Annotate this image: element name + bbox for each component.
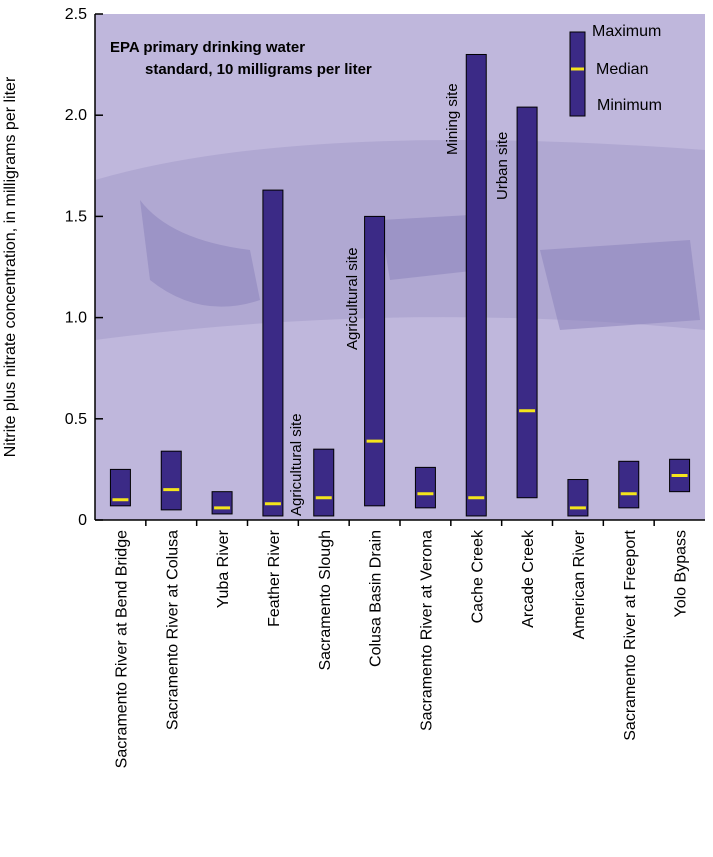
y-tick-label: 0.5 xyxy=(65,411,87,428)
x-tick-label: Feather River xyxy=(266,529,283,627)
x-tick-label: American River xyxy=(571,529,588,639)
y-tick-label: 2.0 xyxy=(65,107,87,124)
y-axis-label: Nitrite plus nitrate concentration, in m… xyxy=(2,76,19,457)
range-bar xyxy=(465,53,487,517)
annotation: Urban site xyxy=(494,132,511,200)
legend-swatch xyxy=(569,31,586,117)
x-tick-label: Sacramento River at Bend Bridge xyxy=(113,530,130,768)
range-bar xyxy=(516,106,538,499)
legend-label: Maximum xyxy=(592,23,661,40)
range-bar xyxy=(211,491,233,515)
y-tick-label: 2.5 xyxy=(65,6,87,23)
range-bar xyxy=(262,189,284,517)
x-tick-label: Sacramento River at Verona xyxy=(418,530,435,731)
annotation: Mining site xyxy=(444,83,461,155)
annotation: Agricultural site xyxy=(288,413,305,516)
annotation: Agricultural site xyxy=(344,247,361,350)
x-tick-label: Sacramento River at Freeport xyxy=(622,529,639,740)
x-tick-label: Yuba River xyxy=(215,529,232,608)
note: EPA primary drinking water xyxy=(110,39,305,56)
x-tick-label: Sacramento Slough xyxy=(317,530,334,671)
x-tick-label: Cache Creek xyxy=(469,529,486,623)
range-bar xyxy=(414,466,436,509)
range-bar xyxy=(567,479,589,517)
y-tick-label: 0 xyxy=(78,512,87,529)
note: standard, 10 milligrams per liter xyxy=(145,61,372,78)
x-tick-label: Colusa Basin Drain xyxy=(368,530,385,667)
range-bar xyxy=(160,450,182,511)
range-bar xyxy=(364,215,386,507)
legend-label: Median xyxy=(596,61,648,78)
photo-cows xyxy=(140,200,700,330)
x-tick-label: Arcade Creek xyxy=(520,529,537,628)
legend-label: Minimum xyxy=(597,97,662,114)
range-bar xyxy=(618,460,640,509)
x-tick-label: Sacramento River at Colusa xyxy=(164,530,181,730)
range-bar xyxy=(313,448,335,517)
y-tick-label: 1.0 xyxy=(65,310,87,327)
range-bar xyxy=(109,468,131,507)
x-tick-label: Yolo Bypass xyxy=(673,530,690,617)
y-tick-label: 1.5 xyxy=(65,208,87,225)
